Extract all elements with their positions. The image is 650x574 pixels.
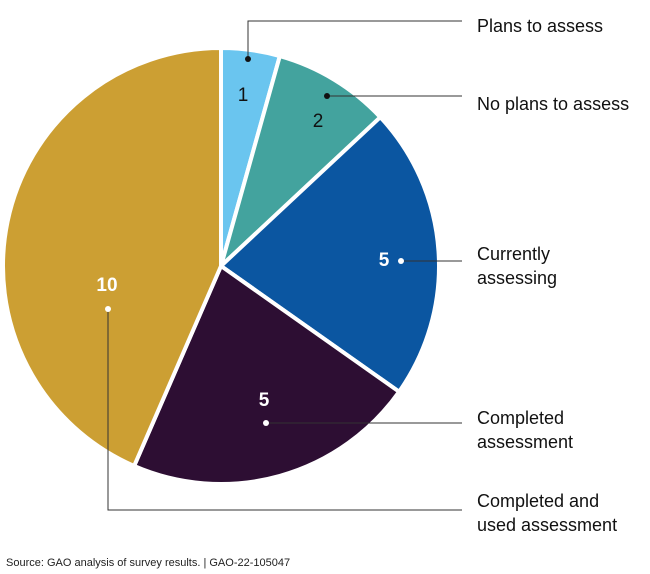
slice-category-label: Completed assessment	[477, 408, 573, 452]
slice-category-label: Currently assessing	[477, 244, 557, 288]
leader-dot	[245, 56, 251, 62]
slice-category-label-line: No plans to assess	[477, 94, 629, 114]
pie-slice-completed-assessment	[131, 262, 402, 486]
leader-lines	[105, 20, 462, 511]
slice-category-label: Plans to assess	[477, 16, 603, 36]
slice-category-label: Completed and used assessment	[477, 491, 617, 535]
leader-line	[107, 309, 462, 511]
slice-value-labels: 1 2 5 5 10	[96, 85, 389, 411]
slice-value-label: 5	[259, 390, 270, 411]
pie-slice-completed-and-used-assessment	[1, 45, 223, 469]
leader-dot	[263, 420, 269, 426]
slice-value-label: 1	[238, 85, 249, 106]
pie-slices	[1, 45, 441, 486]
leader-dot	[324, 93, 330, 99]
slice-value-label: 5	[379, 250, 390, 271]
pie-slice-currently-assessing	[217, 114, 441, 395]
slice-category-labels: Plans to assess No plans to assess Current…	[477, 16, 629, 535]
slice-category-label-line: used assessment	[477, 515, 617, 535]
leader-dot	[398, 258, 404, 264]
slice-value-label: 10	[96, 275, 117, 296]
slice-category-label: No plans to assess	[477, 94, 629, 114]
slice-value-label: 2	[313, 111, 324, 132]
pie-slice-no-plans-to-assess	[217, 53, 384, 273]
source-note: Source: GAO analysis of survey results. …	[6, 557, 291, 569]
slice-category-label-line: assessment	[477, 432, 573, 452]
slice-category-label-line: Completed	[477, 408, 564, 428]
slice-category-label-line: assessing	[477, 268, 557, 288]
leader-line	[247, 20, 462, 59]
slice-category-label-line: Completed and	[477, 491, 599, 511]
leader-dot	[105, 306, 111, 312]
slice-category-label-line: Plans to assess	[477, 16, 603, 36]
slice-category-label-line: Currently	[477, 244, 550, 264]
